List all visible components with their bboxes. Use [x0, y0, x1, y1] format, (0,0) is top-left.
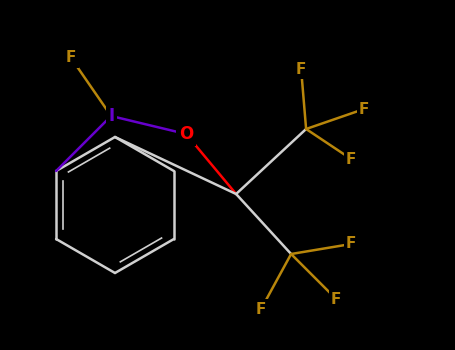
Text: O: O — [179, 125, 193, 143]
Text: F: F — [331, 292, 341, 307]
Text: I: I — [108, 107, 114, 125]
Text: F: F — [359, 102, 369, 117]
Text: F: F — [346, 152, 356, 167]
Text: F: F — [256, 301, 266, 316]
Text: F: F — [346, 237, 356, 252]
Text: F: F — [66, 50, 76, 65]
Text: F: F — [296, 62, 306, 77]
